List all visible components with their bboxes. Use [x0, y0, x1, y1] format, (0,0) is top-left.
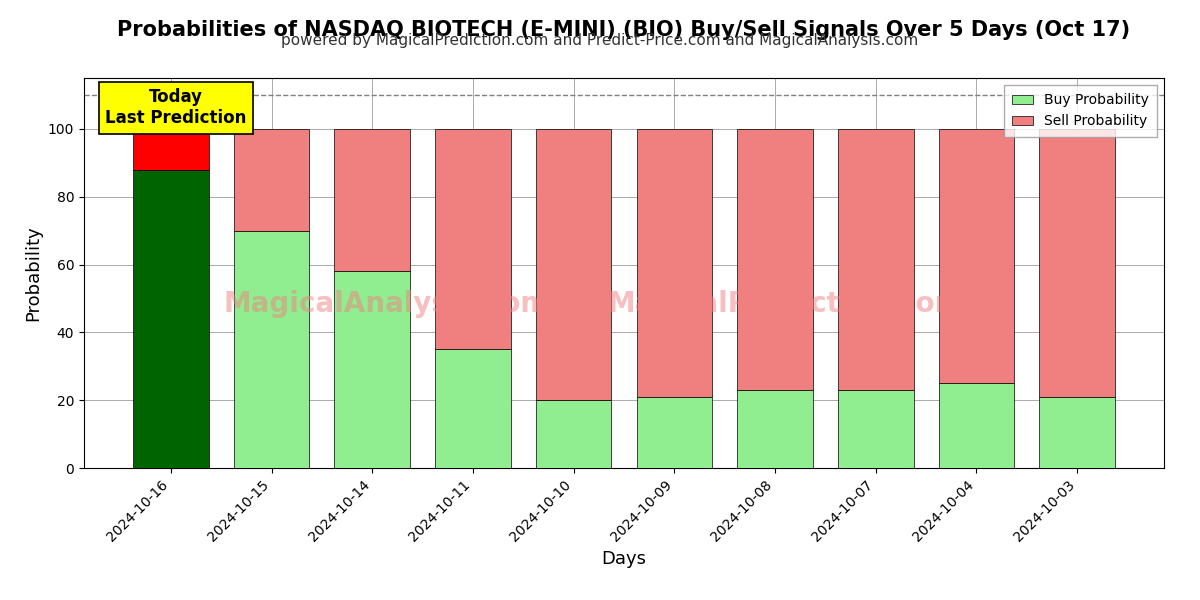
Text: MagicalPrediction.com: MagicalPrediction.com	[607, 290, 965, 318]
Text: MagicalAnalysis.com: MagicalAnalysis.com	[223, 290, 550, 318]
Text: Today
Last Prediction: Today Last Prediction	[106, 88, 246, 127]
Bar	[234, 230, 310, 468]
Bar	[234, 129, 310, 230]
Bar	[133, 129, 209, 170]
X-axis label: Days: Days	[601, 550, 647, 568]
Title: Probabilities of NASDAQ BIOTECH (E-MINI) (BIO) Buy/Sell Signals Over 5 Days (Oct: Probabilities of NASDAQ BIOTECH (E-MINI)…	[118, 20, 1130, 40]
Bar	[1039, 397, 1115, 468]
Bar	[133, 170, 209, 468]
Bar	[636, 397, 712, 468]
Y-axis label: Probability: Probability	[24, 225, 42, 321]
Bar	[436, 129, 511, 349]
Bar	[1039, 129, 1115, 397]
Bar	[838, 129, 913, 390]
Bar	[737, 129, 812, 390]
Bar	[737, 390, 812, 468]
Bar	[536, 129, 612, 400]
Bar	[636, 129, 712, 397]
Bar	[335, 271, 410, 468]
Bar	[536, 400, 612, 468]
Bar	[938, 129, 1014, 383]
Bar	[335, 129, 410, 271]
Legend: Buy Probability, Sell Probability: Buy Probability, Sell Probability	[1003, 85, 1157, 137]
Bar	[938, 383, 1014, 468]
Bar	[436, 349, 511, 468]
Bar	[838, 390, 913, 468]
Text: powered by MagicalPrediction.com and Predict-Price.com and MagicalAnalysis.com: powered by MagicalPrediction.com and Pre…	[281, 33, 919, 48]
